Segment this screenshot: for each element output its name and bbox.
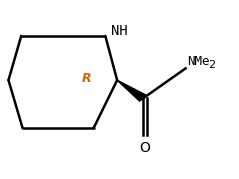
Text: R: R <box>81 72 91 85</box>
Text: 2: 2 <box>208 60 215 70</box>
Polygon shape <box>117 80 147 101</box>
Text: NMe: NMe <box>187 55 209 68</box>
Text: NH: NH <box>111 24 128 38</box>
Text: O: O <box>139 141 150 155</box>
